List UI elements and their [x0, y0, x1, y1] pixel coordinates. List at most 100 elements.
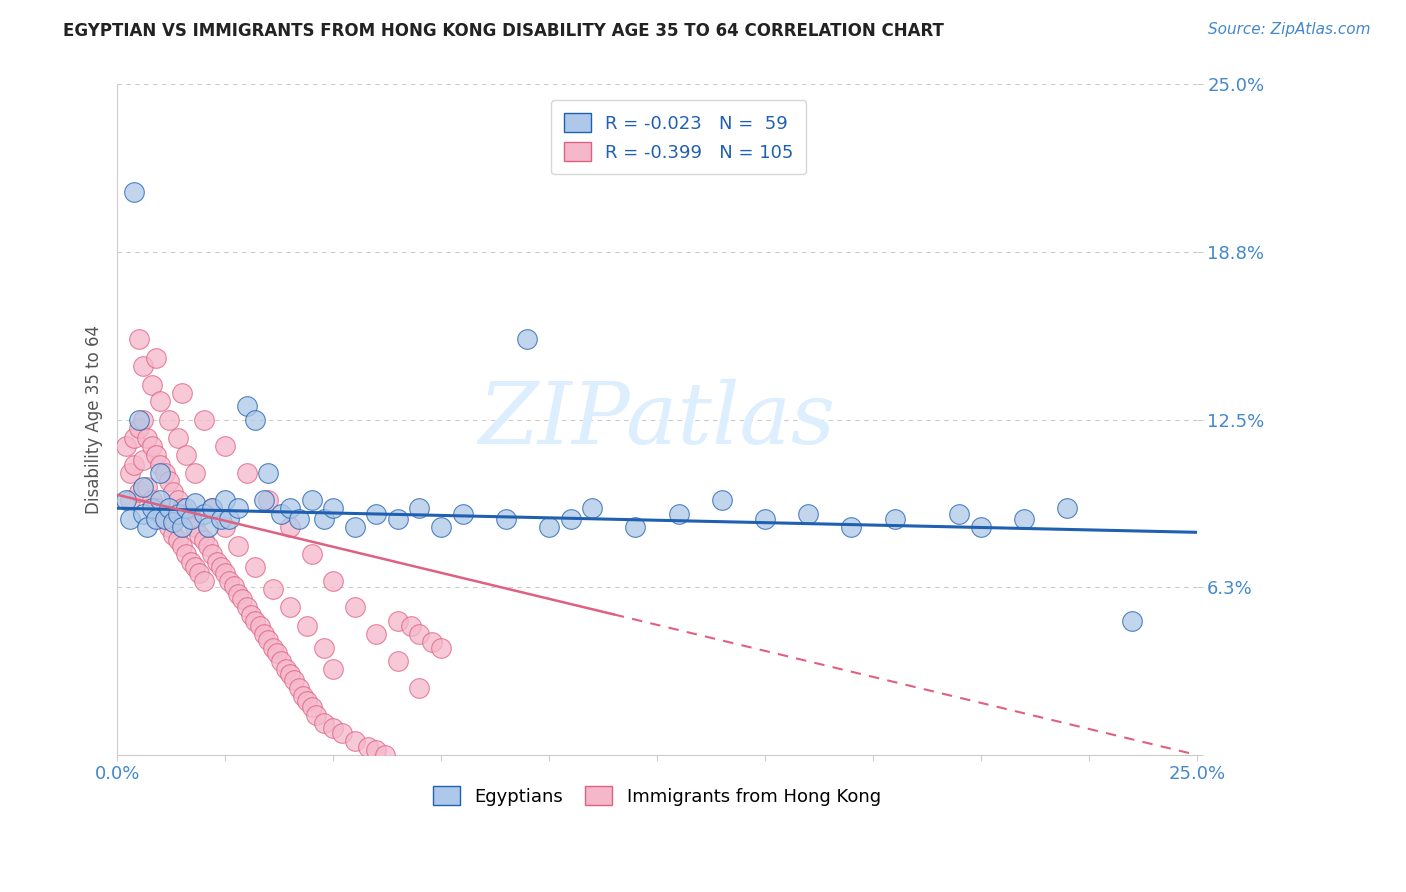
Point [278, 501, 301, 516]
Point [266, 646, 288, 660]
Point [516, 332, 538, 346]
Point [120, 512, 142, 526]
Point [408, 681, 430, 695]
Point [201, 501, 224, 516]
Point [408, 501, 430, 516]
Point [226, 501, 249, 516]
Point [560, 512, 582, 526]
Text: ZIPatlas: ZIPatlas [478, 378, 835, 461]
Point [235, 399, 257, 413]
Point [387, 512, 409, 526]
Point [162, 528, 184, 542]
Point [1012, 512, 1035, 526]
Point [170, 385, 193, 400]
Point [209, 512, 232, 526]
Point [205, 555, 228, 569]
Point [283, 673, 305, 687]
Point [301, 547, 323, 561]
Point [430, 640, 453, 655]
Point [157, 412, 180, 426]
Point [124, 432, 146, 446]
Point [387, 654, 409, 668]
Point [188, 566, 211, 580]
Point [1056, 501, 1078, 516]
Point [174, 507, 197, 521]
Text: Source: ZipAtlas.com: Source: ZipAtlas.com [1208, 22, 1371, 37]
Point [245, 560, 267, 574]
Point [170, 501, 193, 516]
Point [883, 512, 905, 526]
Point [136, 520, 159, 534]
Point [166, 507, 188, 521]
Point [314, 640, 336, 655]
Point [408, 627, 430, 641]
Point [295, 619, 318, 633]
Point [231, 592, 253, 607]
Point [422, 635, 444, 649]
Point [262, 582, 284, 596]
Point [153, 467, 176, 481]
Point [366, 742, 388, 756]
Point [249, 619, 271, 633]
Point [214, 440, 236, 454]
Point [343, 734, 366, 748]
Point [166, 533, 188, 548]
Point [754, 512, 776, 526]
Point [451, 507, 474, 521]
Point [166, 432, 188, 446]
Point [180, 512, 202, 526]
Point [257, 493, 280, 508]
Point [495, 512, 517, 526]
Point [132, 359, 155, 373]
Point [970, 520, 993, 534]
Point [366, 507, 388, 521]
Point [128, 412, 150, 426]
Point [624, 520, 647, 534]
Point [114, 440, 136, 454]
Point [141, 377, 163, 392]
Point [162, 485, 184, 500]
Point [274, 662, 297, 676]
Point [184, 560, 207, 574]
Point [257, 632, 280, 647]
Point [166, 493, 188, 508]
Point [162, 515, 184, 529]
Point [356, 739, 378, 754]
Point [132, 507, 155, 521]
Point [537, 520, 560, 534]
Point [132, 453, 155, 467]
Point [180, 555, 202, 569]
Point [218, 574, 240, 588]
Point [124, 458, 146, 473]
Point [193, 507, 215, 521]
Point [278, 520, 301, 534]
Point [253, 493, 276, 508]
Point [170, 520, 193, 534]
Point [149, 507, 172, 521]
Point [253, 627, 276, 641]
Point [287, 681, 309, 695]
Point [322, 574, 344, 588]
Point [184, 520, 207, 534]
Point [201, 547, 224, 561]
Point [141, 501, 163, 516]
Point [291, 689, 314, 703]
Point [149, 393, 172, 408]
Point [430, 520, 453, 534]
Point [132, 480, 155, 494]
Point [387, 614, 409, 628]
Point [188, 528, 211, 542]
Point [136, 432, 159, 446]
Point [174, 547, 197, 561]
Point [201, 501, 224, 516]
Point [235, 467, 257, 481]
Point [278, 667, 301, 681]
Point [287, 512, 309, 526]
Point [209, 560, 232, 574]
Point [322, 721, 344, 735]
Y-axis label: Disability Age 35 to 64: Disability Age 35 to 64 [86, 326, 103, 514]
Point [184, 467, 207, 481]
Point [153, 512, 176, 526]
Point [322, 501, 344, 516]
Text: EGYPTIAN VS IMMIGRANTS FROM HONG KONG DISABILITY AGE 35 TO 64 CORRELATION CHART: EGYPTIAN VS IMMIGRANTS FROM HONG KONG DI… [63, 22, 945, 40]
